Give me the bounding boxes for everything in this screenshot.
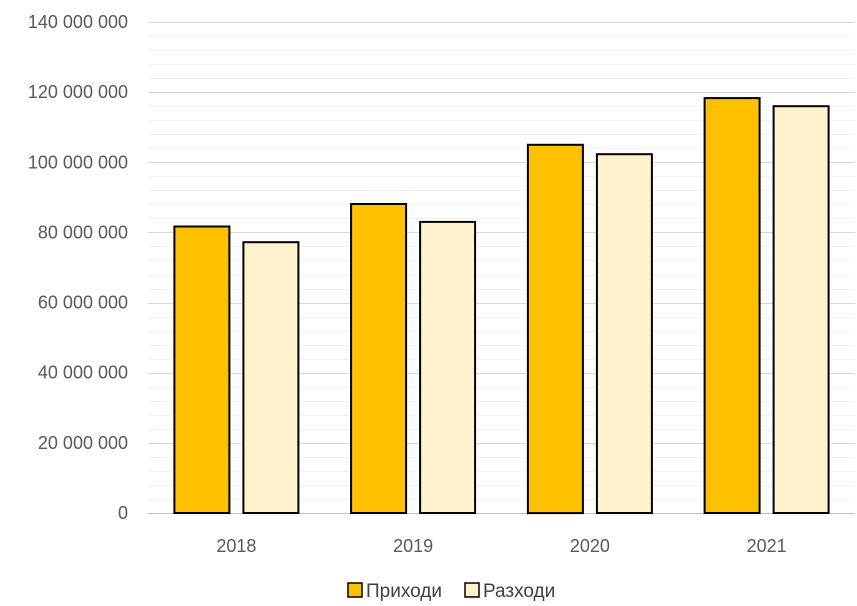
y-tick-label: 100 000 000 [28, 152, 128, 172]
legend-label: Разходи [483, 581, 555, 602]
x-tick-label: 2021 [747, 536, 787, 556]
legend-label: Приходи [366, 581, 442, 602]
bar-Приходи-2019 [350, 203, 408, 514]
legend-swatch-Приходи [347, 582, 363, 598]
y-tick-label: 40 000 000 [38, 363, 128, 383]
bar-Разходи-2020 [595, 153, 653, 514]
x-tick-label: 2018 [216, 536, 256, 556]
bar-Разходи-2019 [419, 220, 477, 514]
legend: Приходи Разходи [347, 581, 555, 602]
legend-swatch-Разходи [464, 582, 480, 598]
y-tick-label: 0 [118, 503, 128, 523]
x-tick-label: 2020 [570, 536, 610, 556]
y-tick-label: 60 000 000 [38, 293, 128, 313]
y-tick-label: 80 000 000 [38, 222, 128, 242]
x-tick-label: 2019 [393, 536, 433, 556]
bar-Приходи-2020 [526, 143, 584, 515]
y-tick-label: 120 000 000 [28, 82, 128, 102]
bars [173, 97, 830, 515]
bar-Разходи-2018 [242, 241, 300, 514]
x-axis-tick-labels: 2018 2019 2020 2021 [216, 536, 786, 556]
y-axis-tick-labels: 0 20 000 000 40 000 000 60 000 000 80 000 00… [28, 12, 128, 523]
y-tick-label: 20 000 000 [38, 433, 128, 453]
bar-Разходи-2021 [772, 105, 830, 514]
bar-Приходи-2021 [703, 97, 761, 514]
bar-Приходи-2018 [173, 225, 231, 514]
y-tick-label: 140 000 000 [28, 12, 128, 32]
